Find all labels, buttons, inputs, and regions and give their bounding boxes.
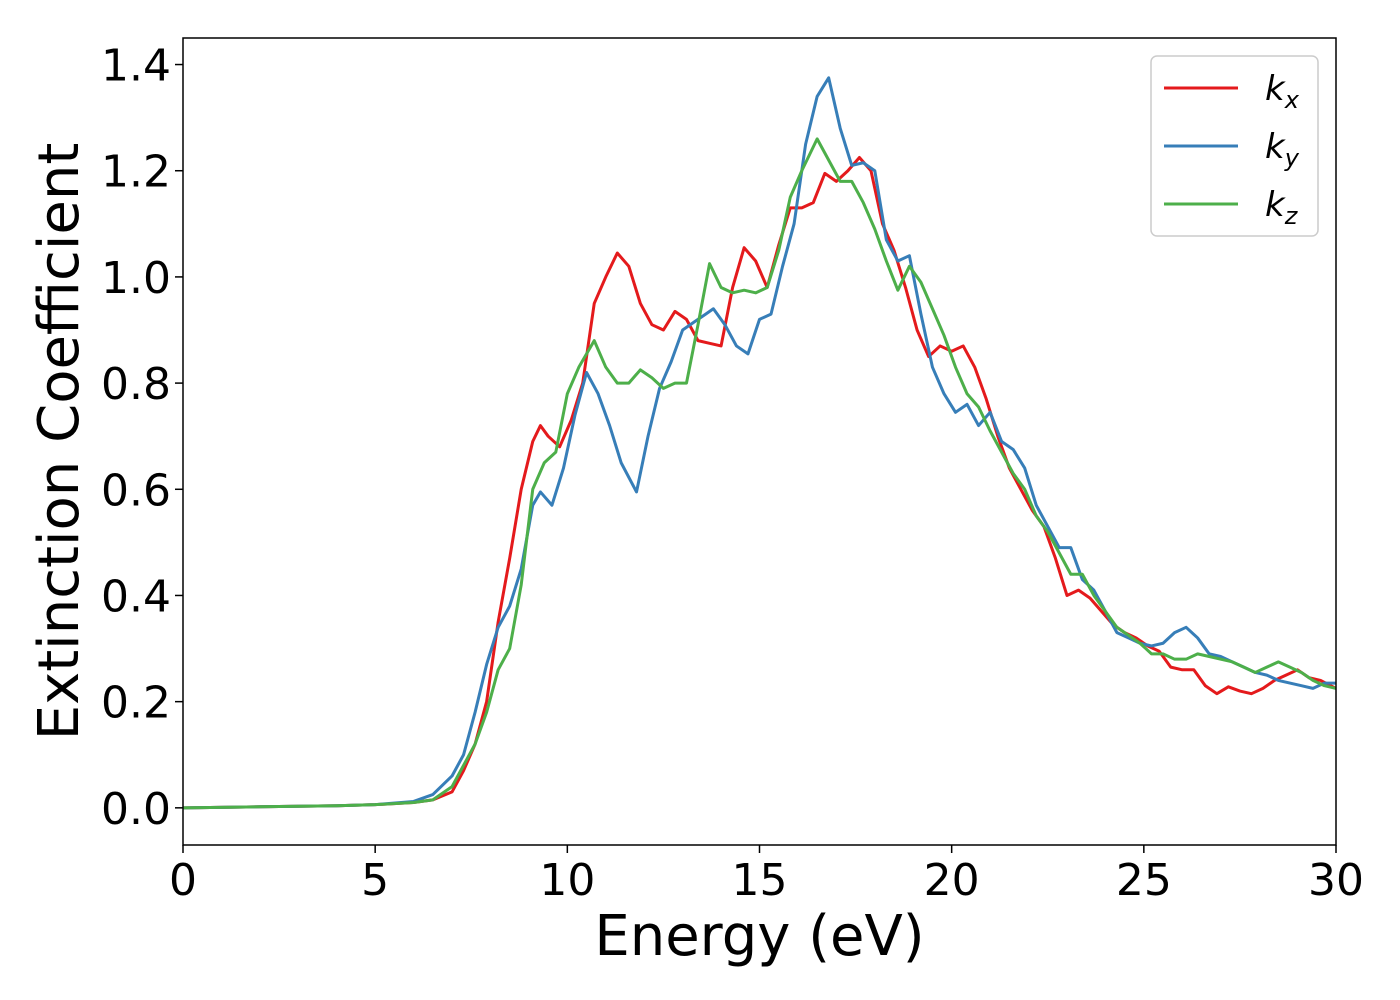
y-tick-label: 1.2 — [101, 147, 171, 198]
legend: kx ky kz — [1150, 55, 1319, 237]
x-tick-label: 0 — [169, 855, 197, 906]
legend-label-kz: kz — [1265, 185, 1299, 230]
x-tick-label: 5 — [361, 855, 389, 906]
y-tick-label: 1.0 — [101, 253, 171, 304]
y-axis: 0.0 0.2 0.4 0.6 0.8 1.0 1.2 1.4 — [101, 41, 183, 835]
y-tick-label: 0.0 — [101, 784, 171, 835]
y-tick-label: 0.4 — [101, 571, 171, 622]
series-line-kz — [183, 137, 1336, 810]
x-tick-label: 15 — [732, 855, 788, 906]
y-tick-label: 0.2 — [101, 678, 171, 729]
x-tick-label: 20 — [924, 855, 980, 906]
x-axis: 0 5 10 15 20 25 30 — [169, 845, 1364, 906]
x-tick-label: 30 — [1308, 855, 1364, 906]
series-line-kx — [183, 155, 1336, 810]
y-tick-label: 0.8 — [101, 359, 171, 410]
series-layer — [183, 76, 1336, 810]
x-axis-title: Energy (eV) — [594, 904, 924, 969]
y-tick-label: 0.6 — [101, 465, 171, 516]
series-line-ky — [183, 76, 1336, 810]
x-tick-label: 25 — [1116, 855, 1172, 906]
legend-label-ky: ky — [1265, 127, 1300, 172]
y-tick-label: 1.4 — [101, 41, 171, 92]
legend-label-kx: kx — [1265, 69, 1300, 114]
y-axis-title: Extinction Coefficient — [27, 143, 92, 741]
x-tick-label: 10 — [539, 855, 595, 906]
